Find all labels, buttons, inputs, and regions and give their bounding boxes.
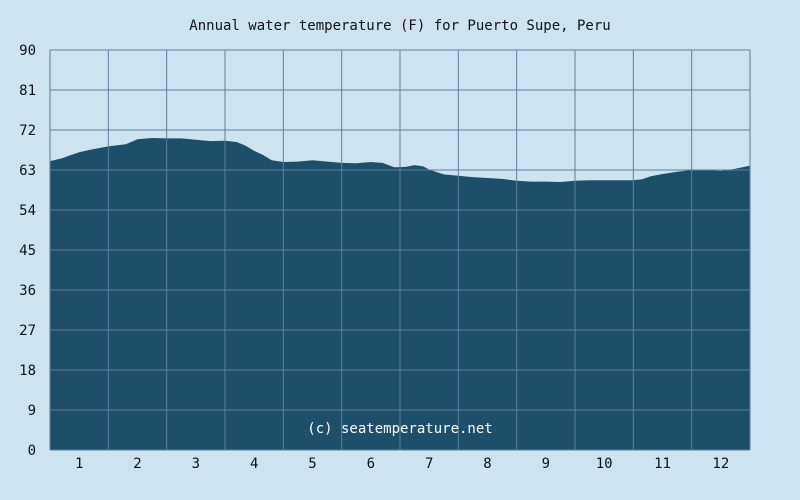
x-tick-label: 6 <box>367 456 375 472</box>
x-tick-label: 2 <box>133 456 141 472</box>
x-tick-label: 10 <box>596 456 613 472</box>
x-tick-label: 7 <box>425 456 433 472</box>
x-tick-label: 9 <box>542 456 550 472</box>
y-tick-label: 63 <box>19 163 36 179</box>
y-tick-label: 90 <box>19 43 36 59</box>
chart-title: Annual water temperature (F) for Puerto … <box>189 18 611 34</box>
watermark: (c) seatemperature.net <box>307 421 492 437</box>
y-tick-label: 27 <box>19 323 36 339</box>
x-tick-label: 8 <box>483 456 491 472</box>
y-tick-label: 36 <box>19 283 36 299</box>
y-tick-label: 0 <box>28 443 36 459</box>
y-tick-label: 81 <box>19 83 36 99</box>
y-tick-label: 54 <box>19 203 36 219</box>
x-tick-label: 11 <box>654 456 671 472</box>
x-tick-label: 12 <box>712 456 729 472</box>
y-tick-label: 45 <box>19 243 36 259</box>
y-axis: 0 9 18 27 36 45 54 63 72 81 90 <box>19 43 36 459</box>
y-tick-label: 72 <box>19 123 36 139</box>
x-tick-label: 4 <box>250 456 258 472</box>
plot-area <box>49 49 751 451</box>
x-axis: 1 2 3 4 5 6 7 8 9 10 11 12 <box>75 456 729 472</box>
x-tick-label: 3 <box>192 456 200 472</box>
x-tick-label: 5 <box>308 456 316 472</box>
x-tick-label: 1 <box>75 456 83 472</box>
y-tick-label: 18 <box>19 363 36 379</box>
y-tick-label: 9 <box>28 403 36 419</box>
